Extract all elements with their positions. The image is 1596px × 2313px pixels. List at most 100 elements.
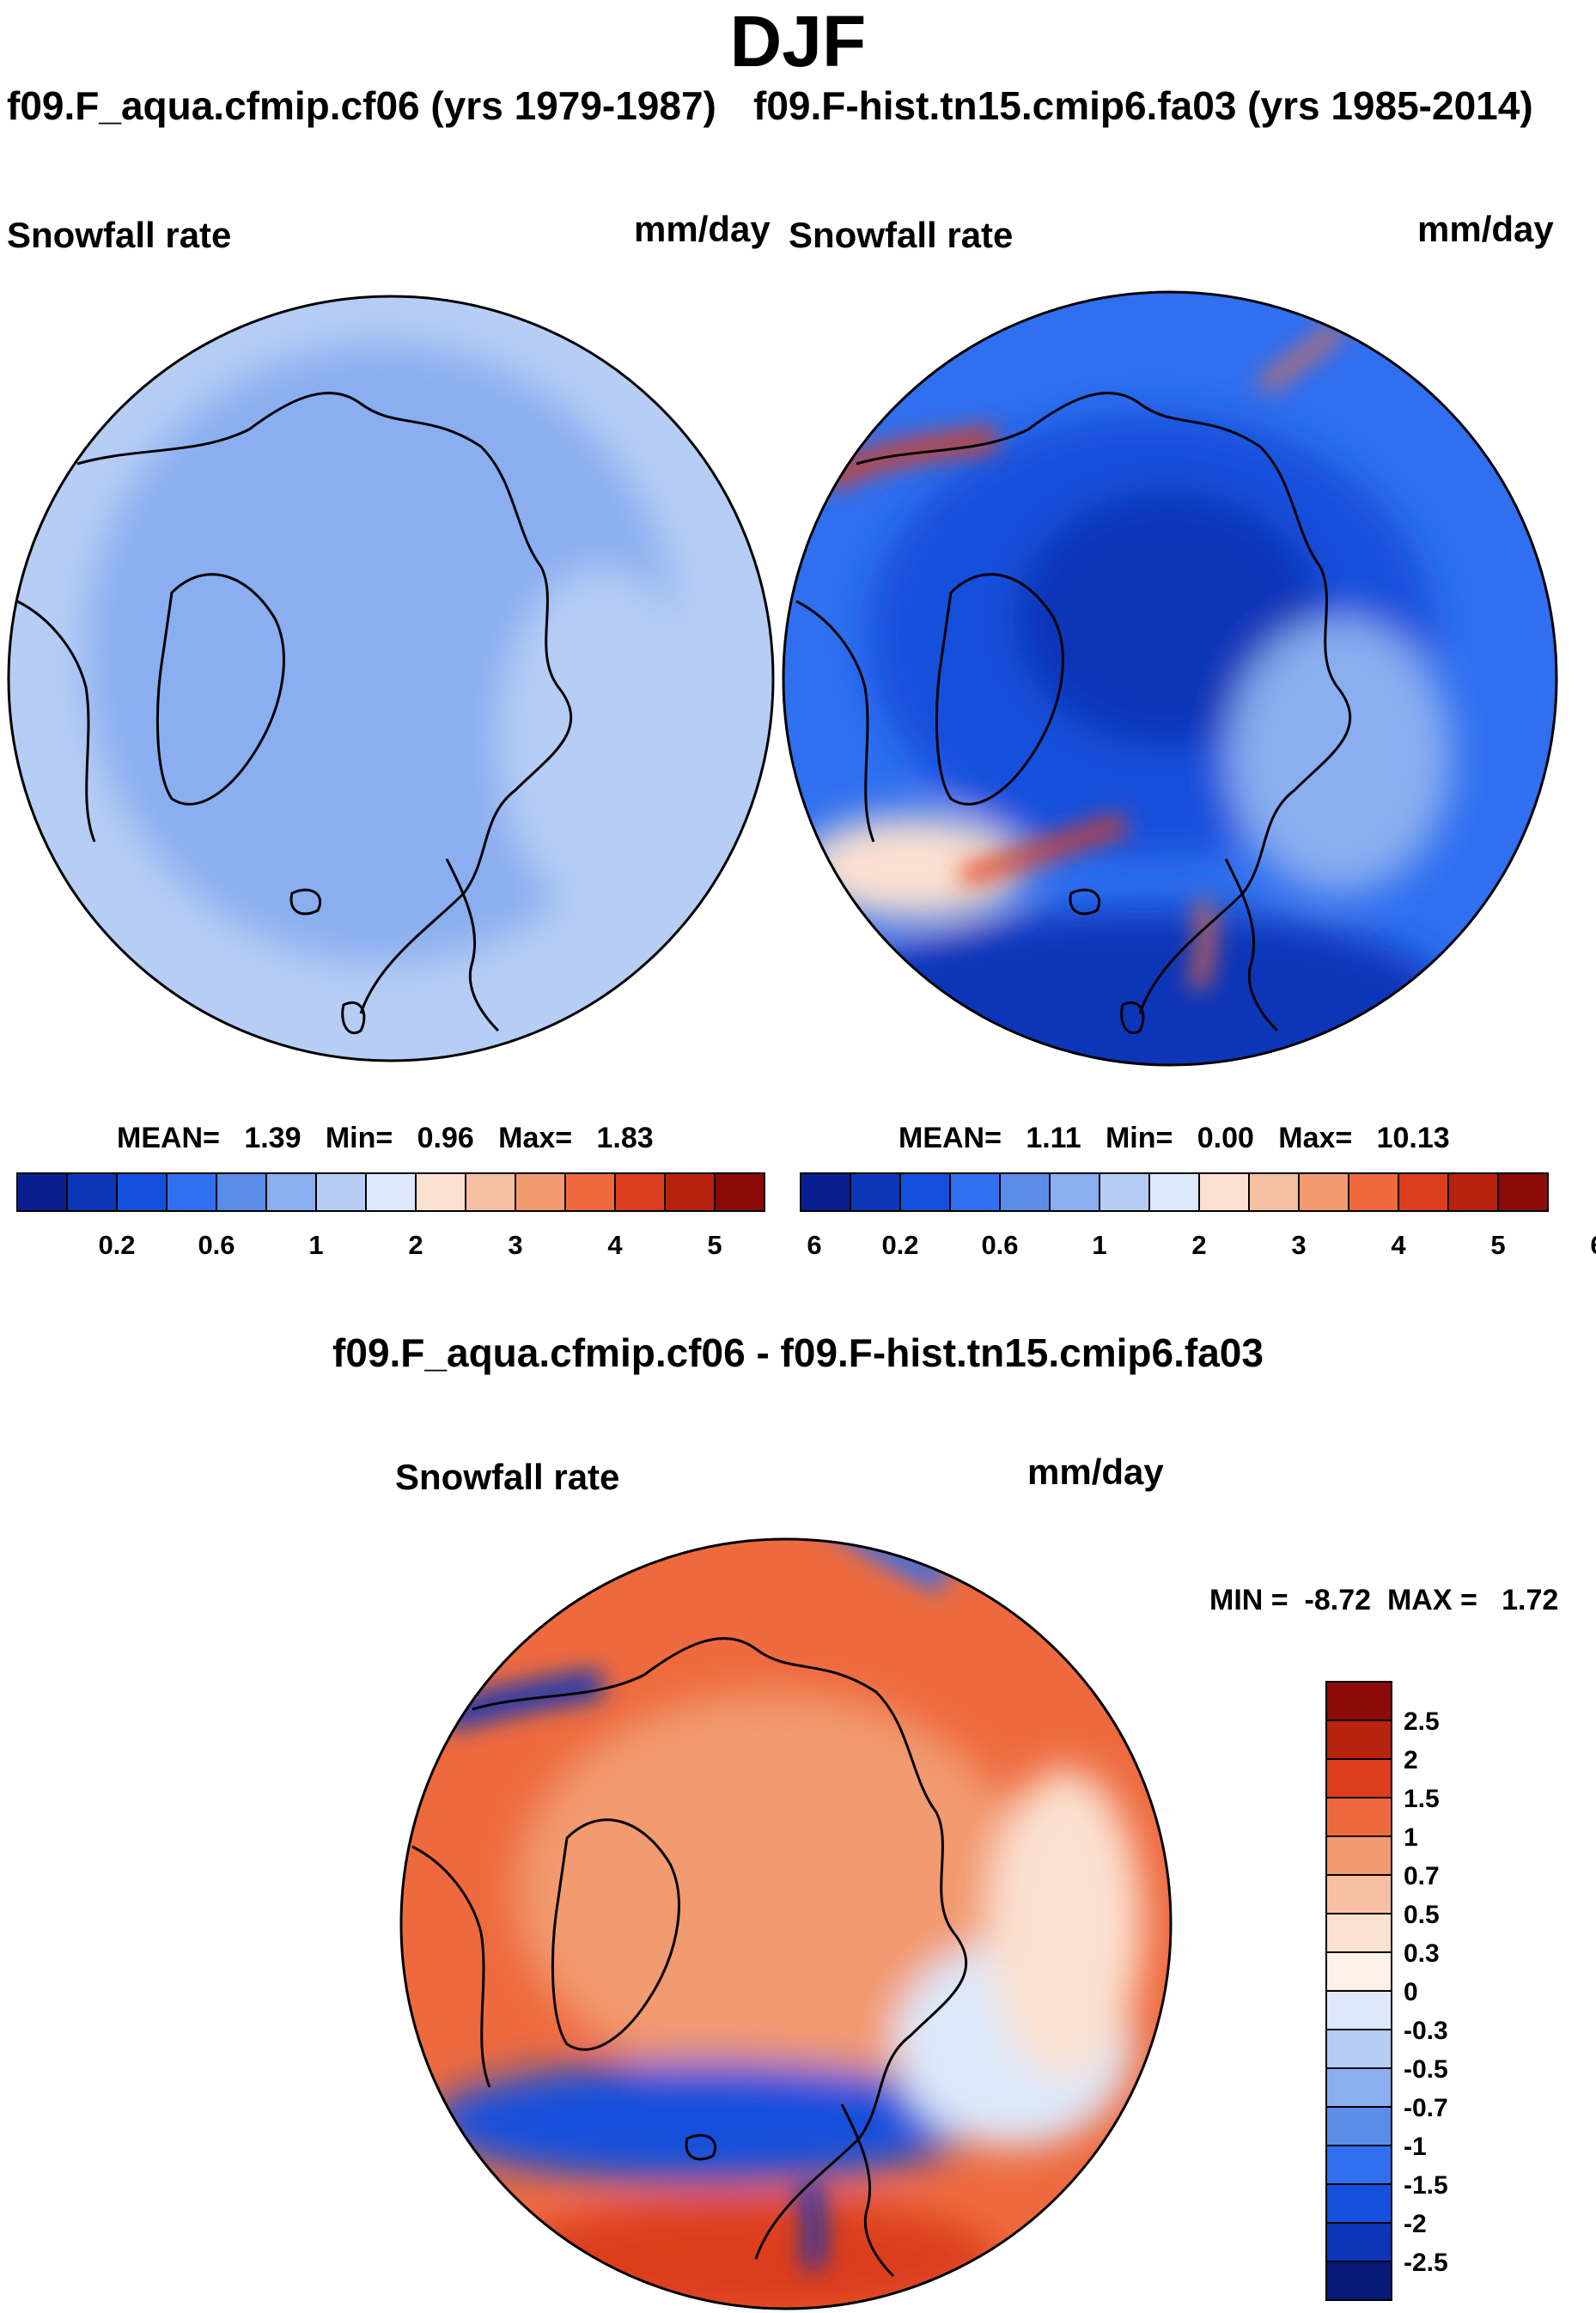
panel1-variable-label: Snowfall rate (7, 215, 232, 255)
mean-value: 1.11 (1026, 1122, 1081, 1154)
panel2-colorbar-swatch (949, 1172, 1001, 1212)
diff-colorbar-swatch (1325, 2145, 1392, 2185)
mean-label: MEAN= (899, 1122, 1002, 1154)
diff-colorbar-tick-label: -0.7 (1404, 2094, 1448, 2122)
panel1-colorbar-swatch (564, 1172, 616, 1212)
diff-colorbar-swatch (1325, 2183, 1392, 2224)
panel1-colorbar-tick-label: 2 (408, 1230, 423, 1260)
panel2-colorbar-tick-label: 2 (1191, 1230, 1206, 1260)
panel2-colorbar-swatch (1248, 1172, 1300, 1212)
panel2-coast-iceland (1069, 888, 1101, 916)
diff-colorbar-tick-label: 0.7 (1404, 1862, 1440, 1890)
panel1-colorbar-swatch (16, 1172, 68, 1212)
diff-colorbar-tick-label: 2 (1404, 1746, 1418, 1774)
panel1-colorbar-swatch (66, 1172, 118, 1212)
diff-coast-greenland (551, 1818, 680, 2051)
panel2-field-ridge-west (819, 427, 999, 491)
panel2-colorbar-swatch (899, 1172, 951, 1212)
diff-colorbar-tick-label: -1 (1404, 2133, 1427, 2161)
diff-colorbar-swatch (1325, 2067, 1392, 2108)
panel1-map (7, 295, 775, 1062)
diff-colorbar-swatch (1325, 1951, 1392, 1992)
diff-colorbar-swatch (1325, 1835, 1392, 1876)
panel2-field-pacific (1228, 618, 1452, 893)
panel1-coast-eurasia (76, 392, 573, 1014)
panel2-colorbar-tick-label: 3 (1291, 1230, 1306, 1260)
mean-label: MEAN= (117, 1122, 220, 1154)
panel2-coast-eurasia (856, 392, 1352, 1014)
panel1-field-patch (498, 567, 704, 910)
min-label: Min= (1105, 1122, 1173, 1154)
diff-coast-scandinavia (840, 2103, 895, 2278)
panel2-coastlines (795, 392, 1352, 1034)
diff-field-atlantic (429, 2061, 979, 2182)
panel2-colorbar-tick-label: 5 (1490, 1230, 1505, 1260)
diff-colorbar-swatch (1325, 2029, 1392, 2069)
panel2-units-label: mm/day (1417, 209, 1554, 249)
diff-minmax: MIN = -8.72 MAX = 1.72 (1209, 1584, 1558, 1617)
panel2-field-ridge-norway (1191, 899, 1215, 989)
panel2-colorbar-swatch (1198, 1172, 1250, 1212)
min-value: -8.72 (1304, 1584, 1372, 1616)
diff-colorbar-swatch (1325, 1913, 1392, 1953)
panel1-colorbar-swatch (265, 1172, 317, 1212)
max-value: 10.13 (1376, 1122, 1450, 1154)
panel2-colorbar-swatch (1298, 1172, 1349, 1212)
diff-field-trough-norway (798, 2179, 825, 2269)
panel2-colorbar-tick-label: 6 (1590, 1230, 1596, 1260)
panel2-map (782, 290, 1558, 1067)
panel1-colorbar-tick-label: 1 (308, 1230, 323, 1260)
diff-colorbar-tick-label: -1.5 (1404, 2171, 1448, 2200)
panel2-stats: MEAN= 1.11 Min= 0.00 Max= 10.13 (899, 1122, 1450, 1155)
panel1-coast-america (16, 600, 96, 843)
diff-colorbar-swatch (1325, 1990, 1392, 2030)
panel1-coast-scandinavia (445, 858, 500, 1032)
diff-coast-eurasia (472, 1637, 968, 2260)
panel1-colorbar-tick-label: 5 (707, 1230, 722, 1260)
colorbars: 0.2 0.6 1 2 3 4 5 6 0.2 0.6 1 2 3 4 5 6 2.5 2 1.5 1 0.7 0.5 0.… (16, 1172, 1596, 2301)
diff-boundary (399, 1537, 1173, 2310)
diff-colorbar-tick-label: -0.3 (1404, 2017, 1448, 2045)
panel2-field-ridge-pacific (1258, 321, 1345, 393)
panel2-case-title: f09.F-hist.tn15.cmip6.fa03 (yrs 1985-201… (753, 83, 1533, 128)
panel1-coast-britain (341, 1001, 366, 1034)
diff-colorbar-swatch (1325, 1758, 1392, 1799)
diff-field-asia (988, 1769, 1142, 2079)
panel1-colorbar-swatch (714, 1172, 765, 1212)
max-label: MAX = (1386, 1584, 1477, 1616)
panel1-colorbar-swatch (216, 1172, 267, 1212)
panel1-coast-greenland (155, 573, 285, 806)
panel1-colorbar-tick-label: 4 (607, 1230, 623, 1260)
panel1-coastlines (16, 392, 573, 1034)
panel1-colorbar-swatch (515, 1172, 566, 1212)
max-label: Max= (1278, 1122, 1353, 1154)
panel2-variable-label: Snowfall rate (789, 215, 1014, 255)
diff-colorbar-tick-label: 0 (1404, 1978, 1418, 2006)
panel1-colorbar-swatch (166, 1172, 217, 1212)
panel1-colorbar-tick-label: 0.2 (98, 1230, 135, 1260)
max-label: Max= (498, 1122, 573, 1154)
panel1-colorbar-tick-label: 3 (508, 1230, 522, 1260)
panel2-colorbar-swatch (1148, 1172, 1200, 1212)
diff-colorbar-swatch (1325, 1797, 1392, 1837)
diff-colorbar-tick-label: 2.5 (1404, 1707, 1440, 1736)
diff-colorbar-swatch (1325, 2222, 1392, 2262)
panel2-colorbar-tick-label: 4 (1391, 1230, 1406, 1260)
panel2-colorbar-swatch (1348, 1172, 1399, 1212)
diff-colorbar-tick-label: -0.5 (1404, 2055, 1448, 2084)
panel1-units-label: mm/day (634, 209, 771, 249)
diff-coastlines (411, 1637, 968, 2278)
panel2-colorbar-tick-label: 1 (1092, 1230, 1106, 1260)
diff-colorbar-swatch (1325, 1874, 1392, 1914)
panel1-boundary (7, 295, 775, 1062)
diff-colorbar-tick-label: 1 (1404, 1823, 1418, 1852)
panel2-colorbar-tick-label: 0.2 (881, 1230, 918, 1260)
panel2-colorbar-swatch (1398, 1172, 1449, 1212)
panel1-case-title: f09.F_aqua.cfmip.cf06 (yrs 1979-1987) (7, 83, 716, 128)
panel2-coast-greenland (935, 573, 1064, 806)
max-value: 1.72 (1502, 1584, 1559, 1616)
diff-colorbar-tick-label: 0.3 (1404, 1939, 1440, 1968)
min-label: Min= (325, 1122, 393, 1154)
min-value: 0.00 (1197, 1122, 1254, 1154)
